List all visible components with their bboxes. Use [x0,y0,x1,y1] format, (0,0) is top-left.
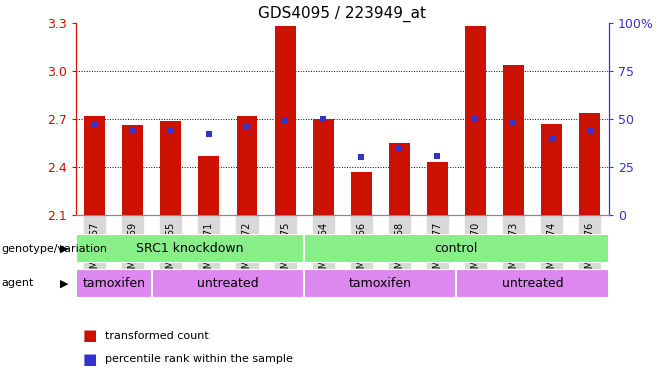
Text: ▶: ▶ [60,243,68,254]
Text: ■: ■ [82,351,97,367]
Bar [76,269,152,298]
Bar [579,113,600,215]
Bar [541,124,562,215]
Bar [313,119,334,215]
Bar [427,162,448,215]
Bar [389,143,410,215]
Title: GDS4095 / 223949_at: GDS4095 / 223949_at [258,5,426,22]
Text: SRC1 knockdown: SRC1 knockdown [136,242,243,255]
Bar [161,121,182,215]
Bar [84,116,105,215]
Bar [465,26,486,215]
Bar [274,26,295,215]
Bar [199,156,219,215]
Text: tamoxifen: tamoxifen [82,277,145,290]
Bar [503,65,524,215]
Text: agent: agent [1,278,34,288]
Bar [152,269,304,298]
Text: percentile rank within the sample: percentile rank within the sample [105,354,293,364]
Text: control: control [435,242,478,255]
Text: ▶: ▶ [60,278,68,288]
Text: ■: ■ [82,328,97,344]
Text: untreated: untreated [501,277,563,290]
Bar [122,126,143,215]
Bar [351,172,372,215]
Text: untreated: untreated [197,277,259,290]
Text: transformed count: transformed count [105,331,209,341]
Text: genotype/variation: genotype/variation [1,243,107,254]
Bar [236,116,257,215]
Bar [304,234,609,263]
Bar [304,269,457,298]
Bar [76,234,304,263]
Bar [457,269,609,298]
Text: tamoxifen: tamoxifen [349,277,412,290]
